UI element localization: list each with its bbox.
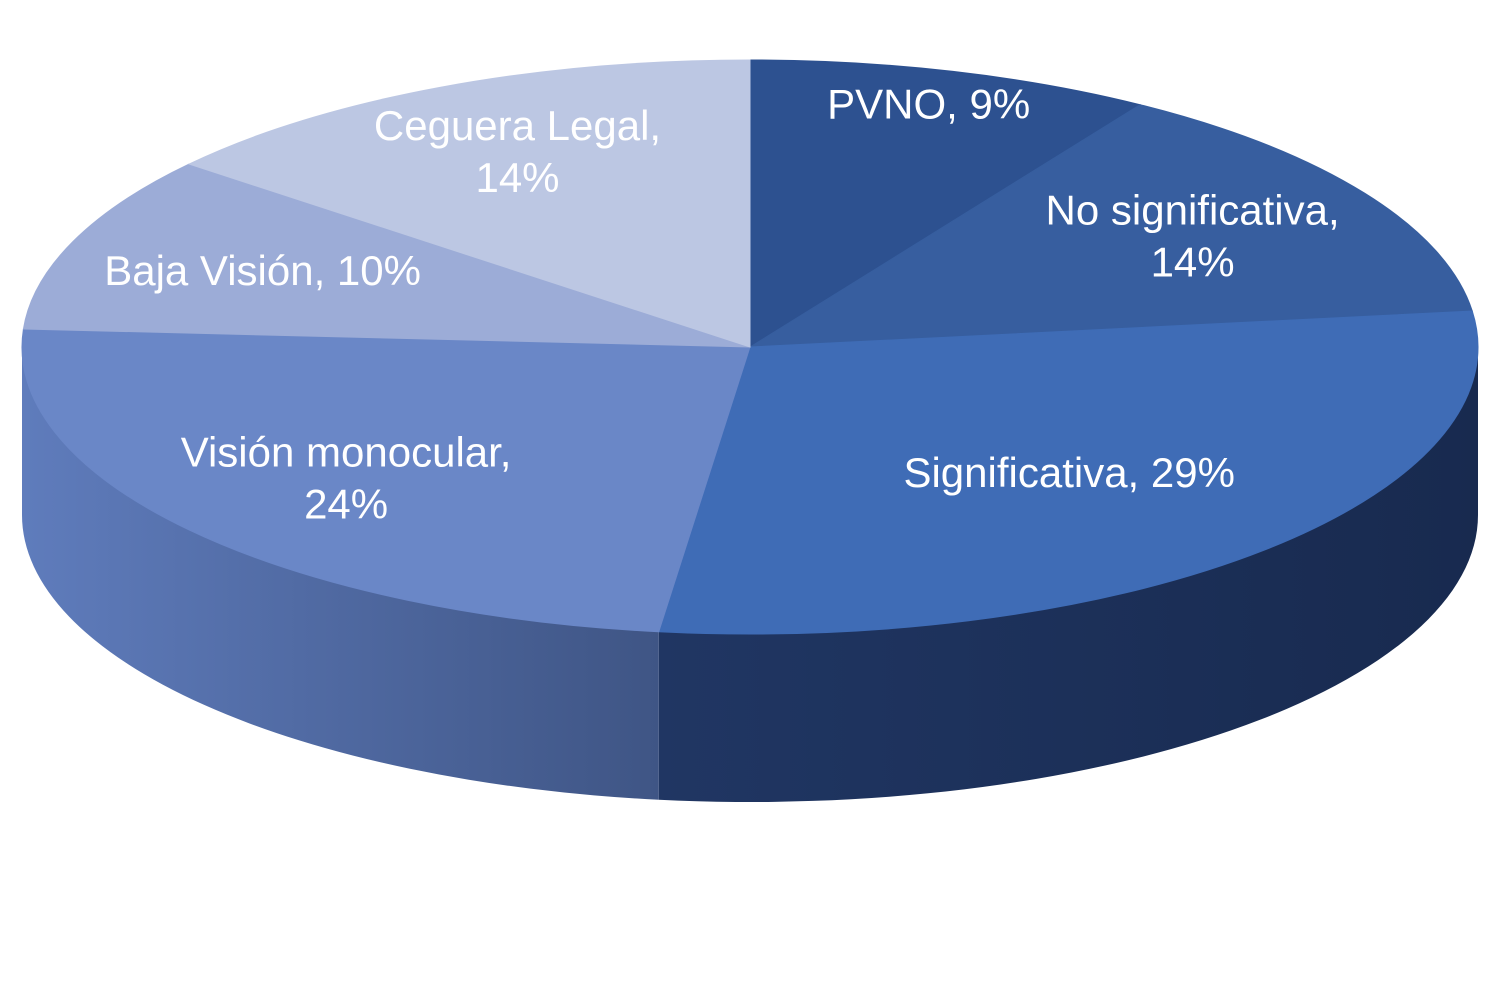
pie-side-significativa	[658, 347, 1478, 803]
data-label-pvno: PVNO, 9%	[827, 81, 1030, 128]
data-label-no-significativa: No significativa, 14%	[1046, 186, 1340, 285]
data-label-visi-n-monocular: Visión monocular, 24%	[181, 429, 512, 528]
data-label-baja-visi-n: Baja Visión, 10%	[104, 247, 421, 294]
pie-side-visi-n-monocular	[22, 347, 659, 800]
pie-slice-pvno	[749, 59, 1142, 348]
pie-slice-significativa	[658, 310, 1479, 635]
pie-slice-baja-visi-n	[22, 163, 751, 348]
pie-top-slices	[21, 59, 1479, 635]
data-label-significativa: Significativa, 29%	[903, 449, 1235, 496]
pie-slice-no-significativa	[748, 104, 1473, 348]
pie-slice-visi-n-monocular	[21, 328, 751, 633]
pie-labels: PVNO, 9% No significativa, 14% Significativ…	[104, 81, 1339, 528]
pie-side-walls	[22, 347, 1478, 803]
pie-slice-ceguera-legal	[187, 59, 751, 348]
data-label-ceguera-legal: Ceguera Legal, 14%	[374, 102, 661, 201]
